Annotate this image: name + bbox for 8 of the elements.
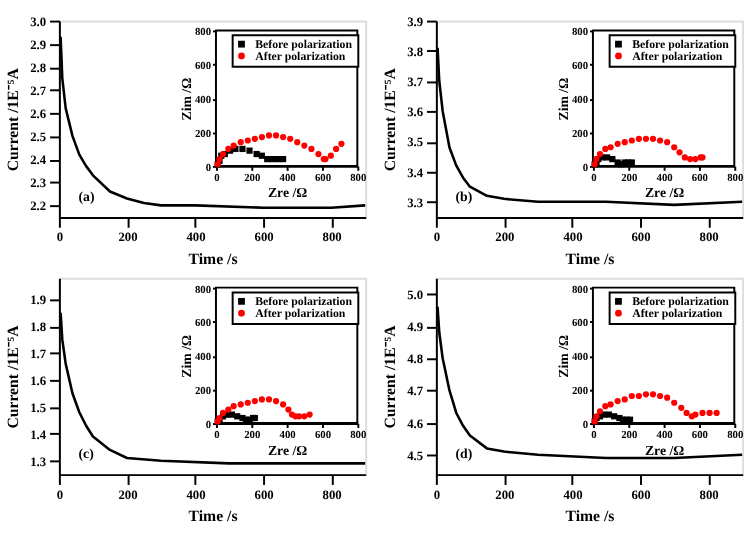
y-axis-title: Current /1E⁻⁵A xyxy=(4,67,23,172)
x-axis-title: Time /s xyxy=(188,250,238,269)
x-axis-title: Time /s xyxy=(188,507,238,526)
y-axis-title: Current /1E⁻⁵A xyxy=(4,324,23,429)
y-axis-title: Current /1E⁻⁵A xyxy=(381,67,400,172)
y-axis-title: Current /1E⁻⁵A xyxy=(381,324,400,429)
x-axis-title: Time /s xyxy=(565,507,615,526)
x-axis-title: Time /s xyxy=(565,250,615,269)
